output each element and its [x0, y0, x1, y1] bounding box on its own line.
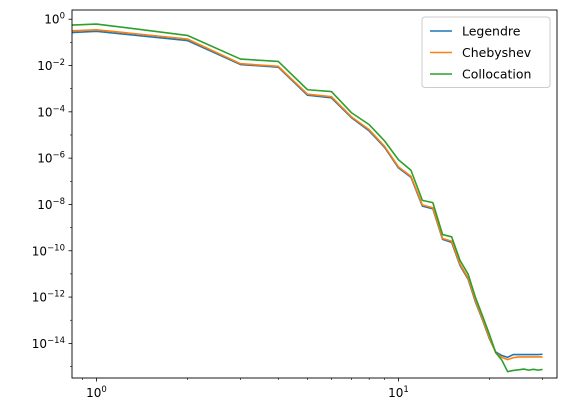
- y-tick-label: 10−10: [32, 243, 65, 258]
- y-tick-label: 10−6: [37, 151, 65, 166]
- plot-frame: [71, 9, 558, 379]
- legend: Legendre Chebyshev Collocation: [421, 16, 551, 88]
- legend-label-collocation: Collocation: [462, 67, 531, 82]
- x-tick-label: 100: [86, 385, 107, 400]
- y-tick-label: 10−12: [32, 290, 65, 305]
- series-line-chebyshev: [72, 28, 543, 361]
- series-line-collocation: [72, 23, 543, 373]
- y-tick-label: 10−8: [37, 197, 65, 212]
- legend-box: [421, 16, 551, 88]
- plot-lines: [72, 23, 543, 373]
- y-tick-label: 10−2: [37, 58, 65, 73]
- legend-label-chebyshev: Chebyshev: [462, 45, 532, 60]
- y-tick-label: 10−4: [37, 104, 65, 119]
- y-axis: 100 10−2 10−4 10−6 10−8 10−10 10−12 10−14: [32, 12, 72, 367]
- x-axis: 100 101: [82, 378, 543, 400]
- legend-label-legendre: Legendre: [462, 24, 521, 39]
- x-tick-label: 101: [388, 385, 409, 400]
- y-tick-label: 100: [44, 12, 65, 27]
- y-tick-label: 10−14: [32, 336, 65, 351]
